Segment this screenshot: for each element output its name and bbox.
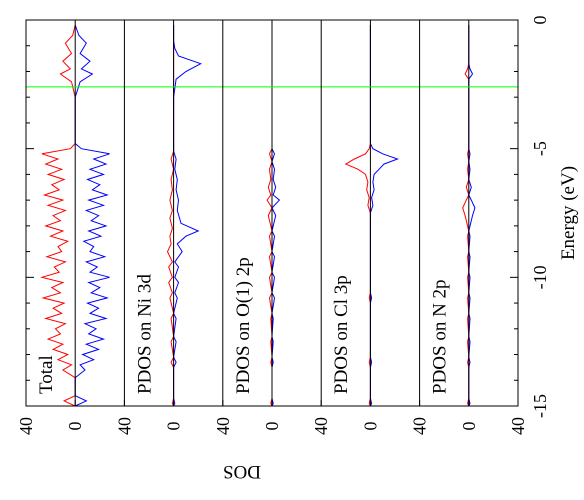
spin-up-line-panel-3 xyxy=(266,25,273,407)
dos-tick-label: 40 xyxy=(311,417,331,435)
dos-tick-label: 0 xyxy=(360,422,380,431)
spin-down-line-panel-5 xyxy=(468,25,476,407)
panel-label-3: PDOS on O(1) 2p xyxy=(233,257,254,394)
dos-tick-labels: 40 0 40 0 40 0 40 0 40 0 40 xyxy=(16,417,528,435)
dos-curves xyxy=(40,24,476,407)
spin-up-line-panel-5 xyxy=(462,25,470,407)
energy-axis-title: Energy (eV) xyxy=(558,166,579,260)
dos-tick-label: 0 xyxy=(164,422,184,431)
dos-tick-label: 40 xyxy=(16,417,36,435)
panel-label-4: PDOS on Cl 3p xyxy=(331,275,352,394)
dos-tick-label: 40 xyxy=(410,417,430,435)
spin-up-line-panel-4 xyxy=(344,25,371,407)
dos-tick-label: 0 xyxy=(65,422,85,431)
panel-labels: Total PDOS on Ni 3d PDOS on O(1) 2p PDOS on… xyxy=(36,257,451,394)
dos-tick-label: 40 xyxy=(213,417,233,435)
panel-separators xyxy=(123,20,421,406)
panel-label-5: PDOS on N 2p xyxy=(430,279,451,394)
dos-tick-label: 0 xyxy=(262,422,282,431)
energy-tick-label: -15 xyxy=(530,394,550,418)
spin-down-line-panel-3 xyxy=(271,25,281,407)
spin-up-line-panel-1 xyxy=(40,24,76,407)
spin-up-line-panel-2 xyxy=(166,25,175,407)
spin-down-line-panel-1 xyxy=(74,24,110,407)
panel-label-2: PDOS on Ni 3d xyxy=(134,274,155,394)
energy-tick-label: -10 xyxy=(530,265,550,289)
spin-down-line-panel-4 xyxy=(369,25,399,407)
energy-tick-label: -5 xyxy=(530,141,550,156)
dos-tick-label: 0 xyxy=(459,422,479,431)
tick-marks xyxy=(25,19,519,407)
panel-label-1: Total xyxy=(36,355,57,394)
spin-down-line-panel-2 xyxy=(173,25,202,407)
energy-tick-label: 0 xyxy=(530,16,550,25)
zero-lines xyxy=(74,20,470,406)
dos-tick-label: 40 xyxy=(508,417,528,435)
dos-axis-title: DOS xyxy=(223,461,261,482)
dos-tick-label: 40 xyxy=(114,417,134,435)
energy-tick-labels: 0 -5 -10 -15 xyxy=(530,16,550,419)
